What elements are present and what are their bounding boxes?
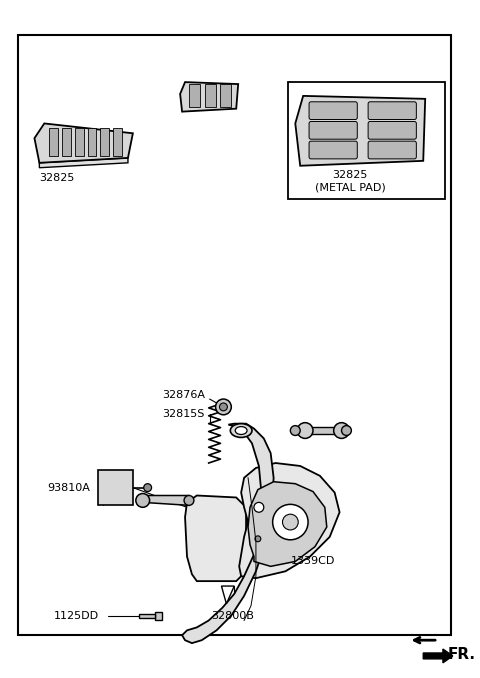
Polygon shape [143, 496, 189, 505]
Text: 32800B: 32800B [212, 611, 254, 620]
FancyBboxPatch shape [368, 102, 416, 119]
Circle shape [283, 514, 298, 530]
Polygon shape [100, 128, 109, 156]
Circle shape [251, 532, 265, 546]
Polygon shape [39, 158, 128, 167]
Polygon shape [185, 496, 246, 581]
Polygon shape [221, 586, 234, 604]
Circle shape [290, 426, 300, 435]
Text: 1339CD: 1339CD [290, 557, 335, 566]
Circle shape [334, 422, 349, 439]
Ellipse shape [230, 424, 252, 437]
Polygon shape [295, 426, 347, 435]
Polygon shape [220, 84, 231, 106]
Polygon shape [295, 96, 425, 165]
Circle shape [273, 504, 308, 540]
Text: 32815S: 32815S [162, 409, 205, 419]
Circle shape [144, 483, 152, 492]
FancyBboxPatch shape [18, 35, 451, 635]
Text: 93810A: 93810A [47, 483, 90, 493]
Circle shape [184, 496, 194, 505]
FancyBboxPatch shape [309, 141, 357, 159]
Text: 32825: 32825 [39, 173, 75, 182]
FancyBboxPatch shape [309, 102, 357, 119]
Text: 32825: 32825 [333, 170, 368, 180]
FancyBboxPatch shape [368, 121, 416, 139]
FancyBboxPatch shape [288, 82, 445, 199]
FancyBboxPatch shape [368, 141, 416, 159]
Text: (METAL PAD): (METAL PAD) [315, 182, 386, 193]
Ellipse shape [235, 426, 247, 435]
Polygon shape [239, 463, 339, 578]
Circle shape [342, 426, 351, 435]
Polygon shape [189, 84, 200, 106]
Polygon shape [205, 84, 216, 106]
Circle shape [136, 494, 150, 507]
Polygon shape [75, 128, 84, 156]
Polygon shape [180, 82, 238, 112]
Polygon shape [139, 614, 155, 618]
Polygon shape [35, 123, 133, 163]
Polygon shape [113, 128, 122, 156]
Circle shape [297, 422, 313, 439]
FancyBboxPatch shape [309, 121, 357, 139]
Polygon shape [62, 128, 71, 156]
Polygon shape [98, 470, 133, 505]
Circle shape [219, 403, 228, 411]
Circle shape [216, 399, 231, 415]
Circle shape [254, 502, 264, 513]
Polygon shape [49, 128, 58, 156]
Polygon shape [423, 649, 453, 663]
Text: 1125DD: 1125DD [54, 611, 99, 620]
Circle shape [255, 536, 261, 542]
Polygon shape [88, 128, 96, 156]
Polygon shape [248, 482, 327, 566]
Text: FR.: FR. [448, 647, 476, 662]
Text: 32876A: 32876A [162, 390, 205, 400]
Polygon shape [182, 424, 274, 643]
Polygon shape [155, 612, 162, 620]
